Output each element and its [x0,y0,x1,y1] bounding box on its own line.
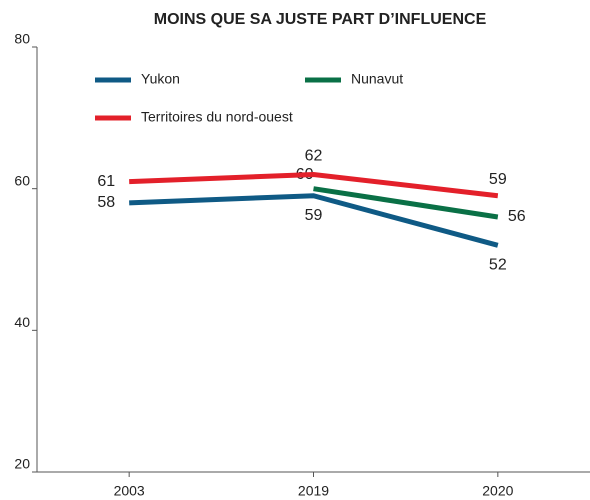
x-tick-label: 2019 [298,483,329,499]
legend-label: Yukon [141,71,180,87]
data-label: 58 [97,194,115,211]
y-tick-label: 20 [14,456,30,472]
data-label: 59 [305,207,323,224]
data-label: 59 [489,171,507,188]
x-tick-label: 2003 [114,483,145,499]
data-label: 62 [305,148,323,165]
series-line [129,171,499,199]
data-label: 52 [489,257,507,274]
y-tick-label: 80 [14,31,30,47]
legend-label: Territoires du nord-ouest [141,109,293,125]
data-label: 56 [508,208,526,225]
series-line [313,186,499,220]
x-tick-label: 2020 [482,483,513,499]
y-tick-label: 40 [14,314,30,330]
chart-title: MOINS QUE SA JUSTE PART D’INFLUENCE [154,11,487,28]
y-tick-label: 60 [14,172,30,188]
series-line [129,193,499,248]
legend-label: Nunavut [351,71,403,87]
data-label: 61 [97,173,115,190]
